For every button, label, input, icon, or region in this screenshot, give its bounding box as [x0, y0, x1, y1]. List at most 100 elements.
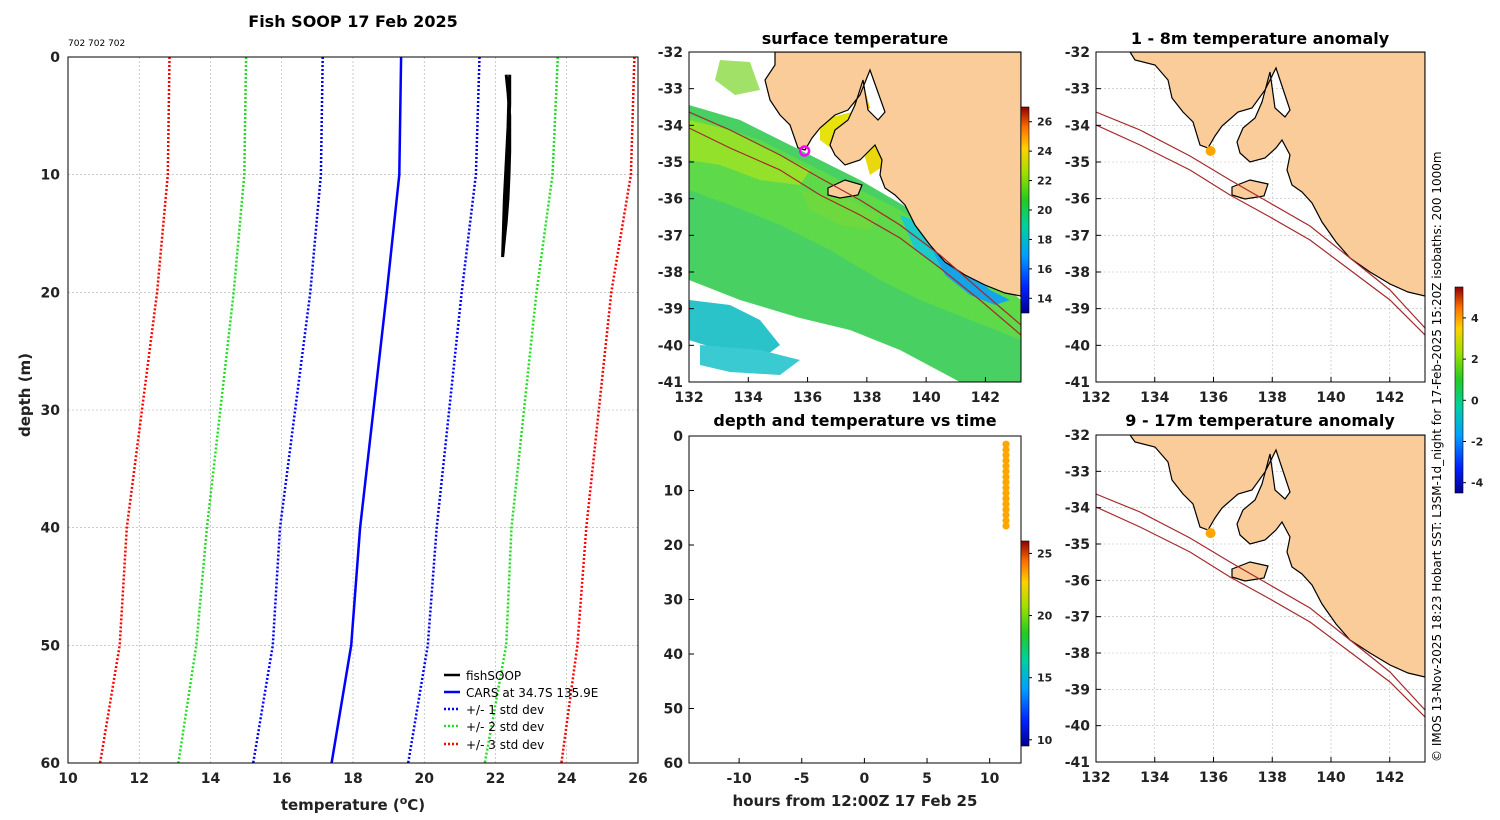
sst-colorbar-tick-label: 20 — [1037, 204, 1053, 217]
sst-xtick-label: 134 — [734, 390, 763, 406]
profile-xtick-label: 18 — [343, 771, 362, 787]
sst-ytick-label: -41 — [658, 375, 683, 391]
profile-xtick-label: 10 — [58, 771, 78, 787]
anom2-xtick-label: 140 — [1316, 770, 1345, 786]
depthtime-point — [1002, 478, 1010, 486]
profile-ytick-label: 10 — [41, 168, 61, 184]
sst-ytick-label: -39 — [658, 302, 683, 318]
depthtime-point — [1002, 516, 1010, 525]
sst-colorbar-tick-label: 24 — [1037, 145, 1053, 158]
anom2-ytick-label: -34 — [1065, 501, 1091, 517]
depthtime-xtick-label: 10 — [980, 771, 1000, 787]
anom2-frame — [1095, 434, 1426, 763]
sst-colorbar-tick-label: 22 — [1037, 175, 1052, 188]
anom1-isobath-200 — [1096, 111, 1425, 329]
profile-xtick-label: 22 — [486, 771, 505, 787]
profile-lines — [98, 56, 636, 764]
anom1-y-ticks: -32 -33 -34 -35 -36 -37 -38 -39 -40 -41 — [1065, 45, 1101, 391]
profile-panel: Fish SOOP 17 Feb 2025 702 702 702 10 12 14… — [16, 12, 648, 814]
anom2-ytick-label: -35 — [1065, 537, 1090, 553]
anom1-xtick-label: 134 — [1140, 390, 1169, 406]
anom1-xtick-label: 132 — [1081, 390, 1110, 406]
profile-series-cars-at-34-7s-135-9e — [330, 56, 403, 764]
anom1-ytick-label: -35 — [1065, 155, 1090, 171]
sst-title: surface temperature — [762, 29, 949, 48]
depthtime-point — [1002, 489, 1010, 497]
anom1-station-marker — [1205, 146, 1216, 156]
depthtime-ytick-label: 0 — [673, 429, 683, 445]
depthtime-xtick-label: 0 — [860, 771, 870, 787]
depthtime-x-ticks: -10 -5 0 5 10 — [726, 758, 1000, 787]
anom1-ytick-label: -37 — [1065, 228, 1090, 244]
depthtime-point — [1002, 473, 1010, 481]
depthtime-points — [1002, 440, 1010, 530]
anom1-title: 1 - 8m temperature anomaly — [1131, 29, 1390, 48]
sst-ytick-label: -34 — [658, 118, 684, 134]
depthtime-point — [1002, 451, 1010, 459]
sst-map — [689, 52, 1021, 382]
depthtime-colorbar-ticks: 10 15 20 25 — [1029, 547, 1053, 747]
sst-ytick-label: -33 — [658, 82, 683, 98]
anomaly-colorbar-tick-label: 4 — [1471, 312, 1479, 325]
depthtime-point — [1002, 440, 1010, 448]
anom2-ytick-label: -32 — [1065, 428, 1090, 444]
sst-xtick-label: 142 — [971, 390, 1000, 406]
profile-ytick-label: 60 — [41, 756, 61, 772]
anom1-ytick-label: -32 — [1065, 45, 1090, 61]
anom1-isobath-1000 — [1096, 124, 1425, 336]
depthtime-point — [1002, 506, 1010, 514]
sst-colorbar-tick-label: 16 — [1037, 263, 1053, 276]
anom2-xtick-label: 142 — [1375, 770, 1404, 786]
anom1-ytick-label: -41 — [1065, 375, 1090, 391]
anomaly-colorbar-ticks: -4 -2 0 2 4 — [1463, 312, 1484, 490]
depthtime-point — [1002, 522, 1010, 530]
profile-ytick-label: 30 — [41, 403, 61, 419]
sst-ytick-label: -35 — [658, 155, 683, 171]
profile-x-ticks: 10 12 14 16 18 20 22 24 26 — [58, 771, 647, 787]
depthtime-title: depth and temperature vs time — [713, 411, 996, 430]
depthtime-xtick-label: 5 — [922, 771, 932, 787]
sst-colorbar — [1020, 106, 1030, 314]
sst-isobath-1000 — [689, 127, 1021, 336]
legend-fishsoop: fishSOOP — [466, 669, 521, 683]
anomaly-colorbar-tick-label: -4 — [1471, 477, 1484, 490]
depthtime-ytick-label: 20 — [664, 538, 684, 554]
profile-xtick-label: 26 — [628, 771, 647, 787]
profile-grid — [67, 56, 639, 764]
sst-ytick-label: -32 — [658, 45, 683, 61]
depthtime-point — [1002, 500, 1010, 508]
profile-ytick-label: 0 — [50, 50, 60, 66]
anom2-ytick-label: -38 — [1065, 646, 1090, 662]
depthtime-point — [1002, 462, 1010, 470]
depthtime-xtick-label: -10 — [726, 771, 752, 787]
anom2-ytick-label: -41 — [1065, 755, 1090, 771]
depthtime-xlabel: hours from 12:00Z 17 Feb 25 — [733, 792, 978, 810]
depthtime-colorbar-tick-label: 10 — [1037, 734, 1053, 747]
anom2-ytick-label: -36 — [1065, 573, 1090, 589]
anom2-ytick-label: -39 — [1065, 682, 1090, 698]
depthtime-colorbar — [1020, 540, 1030, 747]
sst-ytick-label: -36 — [658, 192, 683, 208]
profile-ylabel: depth (m) — [16, 353, 34, 437]
anom1-ytick-label: -38 — [1065, 265, 1090, 281]
profile-frame — [67, 56, 639, 764]
profile-ytick-label: 50 — [41, 638, 61, 654]
sst-ytick-label: -37 — [658, 228, 683, 244]
sst-xtick-label: 136 — [793, 390, 822, 406]
credit-text: © IMOS 13-Nov-2025 18:23 Hobart SST: L3S… — [1430, 151, 1444, 762]
profile-legend: fishSOOP CARS at 34.7S 135.9E +/- 1 std … — [444, 669, 598, 752]
anomaly-colorbar — [1454, 286, 1464, 494]
anomaly-colorbar-tick-label: 0 — [1471, 394, 1479, 407]
anom1-xtick-label: 138 — [1258, 390, 1287, 406]
depthtime-point — [1002, 495, 1010, 503]
profile-xtick-label: 14 — [201, 771, 221, 787]
anom1-panel: 1 - 8m temperature anomaly 132 134 136 138 1… — [1065, 29, 1426, 406]
depthtime-panel: depth and temperature vs time -10 -5 0 5 10 … — [664, 411, 1053, 810]
profile-y-ticks: 0 10 20 30 40 50 60 — [41, 50, 61, 772]
profile-xtick-label: 24 — [557, 771, 577, 787]
anom1-ytick-label: -40 — [1065, 338, 1091, 354]
anom2-panel: 9 - 17m temperature anomaly 132 134 136 138… — [1065, 411, 1426, 786]
depthtime-point — [1002, 446, 1010, 454]
anom1-kangaroo-island — [1231, 179, 1269, 200]
sst-ytick-label: -38 — [658, 265, 683, 281]
